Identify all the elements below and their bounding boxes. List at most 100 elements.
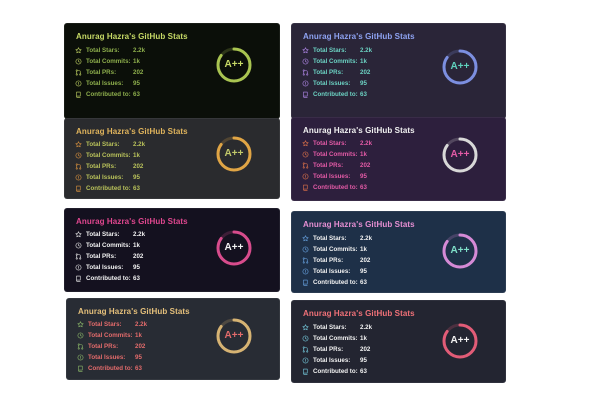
stat-row: Contributed to: 63 — [302, 366, 372, 377]
stat-row: Total PRs: 202 — [75, 161, 145, 172]
clock-icon — [75, 242, 86, 249]
card-title: Anurag Hazra's GitHub Stats — [303, 309, 415, 318]
stat-row: Total Stars: 2.2k — [75, 139, 145, 150]
issue-icon — [75, 174, 86, 181]
stat-value: 202 — [133, 69, 144, 76]
stat-row: Total Stars: 2.2k — [77, 319, 147, 330]
stat-label: Total Commits: — [313, 151, 358, 158]
rank-circle: A++ — [441, 232, 479, 270]
github-stats-card: Anurag Hazra's GitHub Stats Total Stars: 2… — [66, 298, 280, 380]
stat-row: Total PRs: 202 — [302, 67, 372, 78]
stat-value: 63 — [360, 184, 367, 191]
stats-list: Total Stars: 2.2k Total Commits: 1k Total PR… — [75, 45, 145, 100]
stat-row: Contributed to: 63 — [302, 277, 372, 288]
stat-value: 63 — [360, 91, 367, 98]
stat-value: 202 — [360, 346, 371, 353]
stat-label: Total Stars: — [313, 47, 347, 54]
stat-row: Total PRs: 202 — [302, 160, 372, 171]
stats-list: Total Stars: 2.2k Total Commits: 1k Total PR… — [75, 139, 145, 194]
stat-row: Contributed to: 63 — [75, 89, 145, 100]
stat-value: 95 — [360, 173, 367, 180]
repo-icon — [75, 275, 86, 282]
stat-label: Contributed to: — [313, 184, 358, 191]
stats-list: Total Stars: 2.2k Total Commits: 1k Total PR… — [302, 322, 372, 377]
stat-value: 63 — [133, 91, 140, 98]
star-icon — [302, 324, 313, 331]
star-icon — [302, 235, 313, 242]
star-icon — [302, 47, 313, 54]
rank-label: A++ — [224, 242, 244, 253]
stat-row: Total PRs: 202 — [75, 251, 145, 262]
stat-row: Total PRs: 202 — [302, 344, 372, 355]
rank-label: A++ — [450, 149, 470, 160]
stat-value: 2.2k — [133, 47, 146, 54]
stat-row: Total Issues: 95 — [302, 171, 372, 182]
stats-list: Total Stars: 2.2k Total Commits: 1k Total PR… — [75, 229, 145, 284]
stat-row: Contributed to: 63 — [302, 182, 372, 193]
stat-label: Total PRs: — [88, 343, 119, 350]
issue-icon — [75, 80, 86, 87]
rank-label: A++ — [224, 59, 244, 70]
stat-row: Total Issues: 95 — [77, 352, 147, 363]
stat-row: Total Stars: 2.2k — [75, 45, 145, 56]
rank-label: A++ — [224, 330, 244, 341]
stat-label: Total Stars: — [313, 140, 347, 147]
stat-label: Total PRs: — [313, 69, 344, 76]
clock-icon — [75, 58, 86, 65]
star-icon — [75, 141, 86, 148]
stat-value: 95 — [135, 354, 142, 361]
issue-icon — [302, 173, 313, 180]
issue-icon — [302, 268, 313, 275]
stat-row: Total Commits: 1k — [302, 244, 372, 255]
star-icon — [75, 47, 86, 54]
stat-label: Contributed to: — [86, 185, 131, 192]
stat-value: 95 — [360, 268, 367, 275]
issue-icon — [77, 354, 88, 361]
stat-value: 2.2k — [360, 324, 373, 331]
stat-label: Total Issues: — [86, 80, 124, 87]
stat-label: Total Stars: — [313, 324, 347, 331]
stat-value: 95 — [133, 264, 140, 271]
stat-value: 63 — [135, 365, 142, 372]
card-title: Anurag Hazra's GitHub Stats — [76, 127, 188, 136]
stat-value: 63 — [360, 279, 367, 286]
stat-value: 2.2k — [135, 321, 148, 328]
stat-row: Total Issues: 95 — [75, 262, 145, 273]
stat-value: 202 — [133, 253, 144, 260]
stat-row: Contributed to: 63 — [75, 183, 145, 194]
rank-circle: A++ — [215, 229, 253, 267]
pull-request-icon — [302, 346, 313, 353]
issue-icon — [75, 264, 86, 271]
rank-label: A++ — [224, 148, 244, 159]
github-stats-card: Anurag Hazra's GitHub Stats Total Stars: 2… — [64, 118, 280, 199]
stat-label: Total Issues: — [86, 174, 124, 181]
stat-label: Total Issues: — [313, 80, 351, 87]
star-icon — [75, 231, 86, 238]
card-title: Anurag Hazra's GitHub Stats — [76, 217, 188, 226]
github-stats-card: Anurag Hazra's GitHub Stats Total Stars: 2… — [64, 208, 280, 292]
repo-icon — [302, 91, 313, 98]
stat-row: Total PRs: 202 — [77, 341, 147, 352]
stat-row: Total Stars: 2.2k — [302, 45, 372, 56]
stat-row: Total Stars: 2.2k — [75, 229, 145, 240]
issue-icon — [302, 357, 313, 364]
stat-label: Contributed to: — [313, 279, 358, 286]
star-icon — [302, 140, 313, 147]
github-stats-card: Anurag Hazra's GitHub Stats Total Stars: 2… — [291, 300, 506, 383]
pull-request-icon — [75, 69, 86, 76]
stat-label: Contributed to: — [86, 275, 131, 282]
stat-label: Total Commits: — [88, 332, 133, 339]
card-title: Anurag Hazra's GitHub Stats — [303, 126, 415, 135]
stat-label: Total Issues: — [313, 357, 351, 364]
repo-icon — [302, 184, 313, 191]
rank-circle: A++ — [441, 48, 479, 86]
repo-icon — [302, 368, 313, 375]
stats-list: Total Stars: 2.2k Total Commits: 1k Total PR… — [302, 233, 372, 288]
clock-icon — [302, 58, 313, 65]
stat-label: Total Commits: — [313, 335, 358, 342]
stat-value: 95 — [360, 357, 367, 364]
stat-label: Total Commits: — [313, 246, 358, 253]
stat-label: Total Commits: — [86, 152, 131, 159]
github-stats-card: Anurag Hazra's GitHub Stats Total Stars: 2… — [291, 117, 506, 201]
rank-circle: A++ — [215, 317, 253, 355]
